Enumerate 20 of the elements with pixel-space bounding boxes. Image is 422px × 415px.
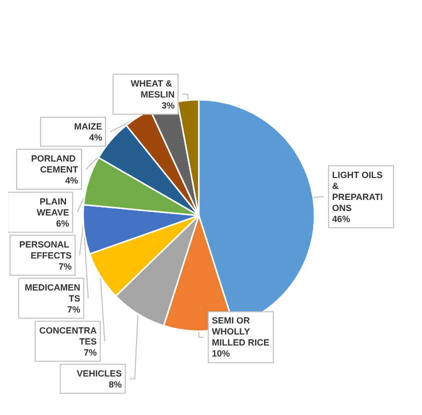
slice-label: LIGHT OILS & PREPARATIONS — [332, 170, 386, 213]
data-label: 10% — [212, 348, 230, 359]
slice-label: PERSONAL EFFECTS — [19, 239, 72, 260]
slice-label: VEHICLES — [76, 368, 122, 378]
data-label: 3% — [162, 100, 175, 110]
data-label: 4% — [65, 175, 78, 186]
data-label: 7% — [58, 261, 72, 272]
data-label: 8% — [108, 379, 122, 390]
slice-label: MEDICAMENTS — [24, 282, 80, 304]
slice-label: PLAIN WEAVE — [36, 196, 70, 218]
slice-label: PORLAND CEMENT — [31, 153, 79, 174]
data-label: 4% — [89, 132, 102, 142]
data-label: 7% — [84, 347, 97, 358]
slice-label: CONCENTRATES — [39, 325, 98, 346]
slice-label: WHEAT & MESLIN — [130, 78, 175, 100]
data-label: 7% — [67, 304, 80, 314]
data-label: 46% — [332, 214, 350, 224]
data-label: 6% — [56, 218, 70, 228]
slice-label: SEMI OR WHOLLY MILLED RICE — [212, 316, 270, 348]
slice-label: MAIZE — [74, 121, 102, 132]
